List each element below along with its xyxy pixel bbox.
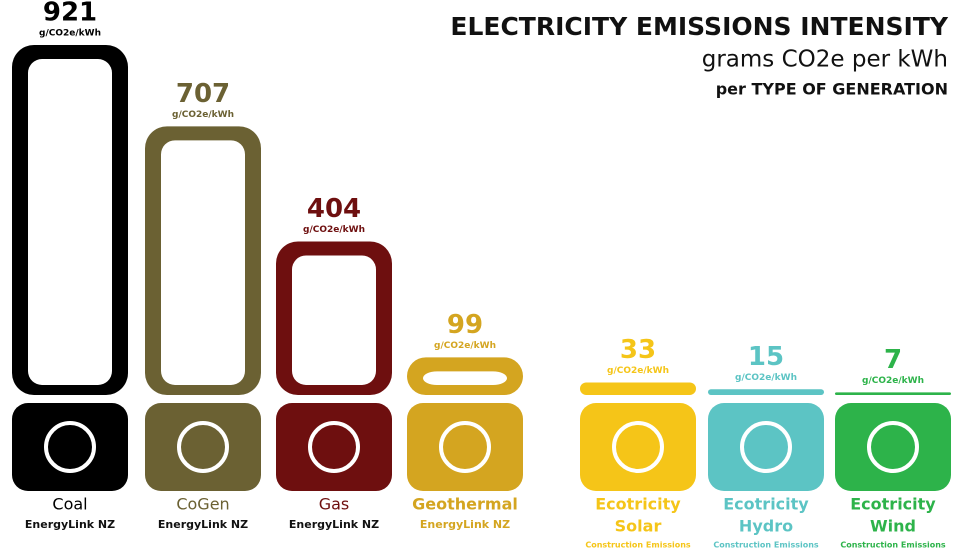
category-prefix: Ecotricity xyxy=(595,495,681,514)
bar-cloud xyxy=(292,255,376,385)
x-tick-label: Gas xyxy=(319,495,350,514)
x-tick-label: Coal xyxy=(52,495,87,514)
unit-label: g/CO2e/kWh xyxy=(607,366,669,376)
x-tick-label: Wind xyxy=(870,517,916,536)
icon-box xyxy=(407,403,523,491)
x-tick-label: Geothermal xyxy=(412,495,518,514)
value-label: 15 xyxy=(748,342,784,372)
x-tick-label: Hydro xyxy=(739,517,793,536)
unit-label: g/CO2e/kWh xyxy=(39,29,101,39)
bar xyxy=(580,382,696,395)
chart-subtitle: per TYPE OF GENERATION xyxy=(716,80,948,99)
chart-title: ELECTRICITY EMISSIONS INTENSITY xyxy=(450,12,949,41)
value-label: 99 xyxy=(447,310,483,340)
source-label: Construction Emissions xyxy=(840,541,946,550)
chart: ELECTRICITY EMISSIONS INTENSITY grams CO… xyxy=(0,0,958,553)
source-label: EnergyLink NZ xyxy=(420,518,510,531)
value-label: 707 xyxy=(176,79,230,109)
x-tick-label: Solar xyxy=(615,517,662,536)
chart-subtitle: grams CO2e per kWh xyxy=(702,47,948,73)
x-tick-label: CoGen xyxy=(176,495,229,514)
value-label: 7 xyxy=(884,345,902,375)
bar xyxy=(835,392,951,395)
value-label: 921 xyxy=(43,0,97,28)
icon-box xyxy=(276,403,392,491)
bar xyxy=(708,389,824,395)
icon-box xyxy=(145,403,261,491)
unit-label: g/CO2e/kWh xyxy=(735,373,797,383)
unit-label: g/CO2e/kWh xyxy=(303,225,365,235)
unit-label: g/CO2e/kWh xyxy=(434,341,496,351)
bar-cloud xyxy=(28,59,112,385)
icon-box xyxy=(580,403,696,491)
source-label: EnergyLink NZ xyxy=(25,518,115,531)
unit-label: g/CO2e/kWh xyxy=(172,110,234,120)
bar-cloud xyxy=(423,371,507,385)
source-label: EnergyLink NZ xyxy=(289,518,379,531)
source-label: Construction Emissions xyxy=(713,541,819,550)
value-label: 33 xyxy=(620,335,656,365)
source-label: Construction Emissions xyxy=(585,541,691,550)
unit-label: g/CO2e/kWh xyxy=(862,376,924,386)
source-label: EnergyLink NZ xyxy=(158,518,248,531)
icon-box xyxy=(12,403,128,491)
icon-box xyxy=(708,403,824,491)
category-prefix: Ecotricity xyxy=(723,495,809,514)
icon-box xyxy=(835,403,951,491)
value-label: 404 xyxy=(307,194,361,224)
bar-cloud xyxy=(161,140,245,385)
category-prefix: Ecotricity xyxy=(850,495,936,514)
